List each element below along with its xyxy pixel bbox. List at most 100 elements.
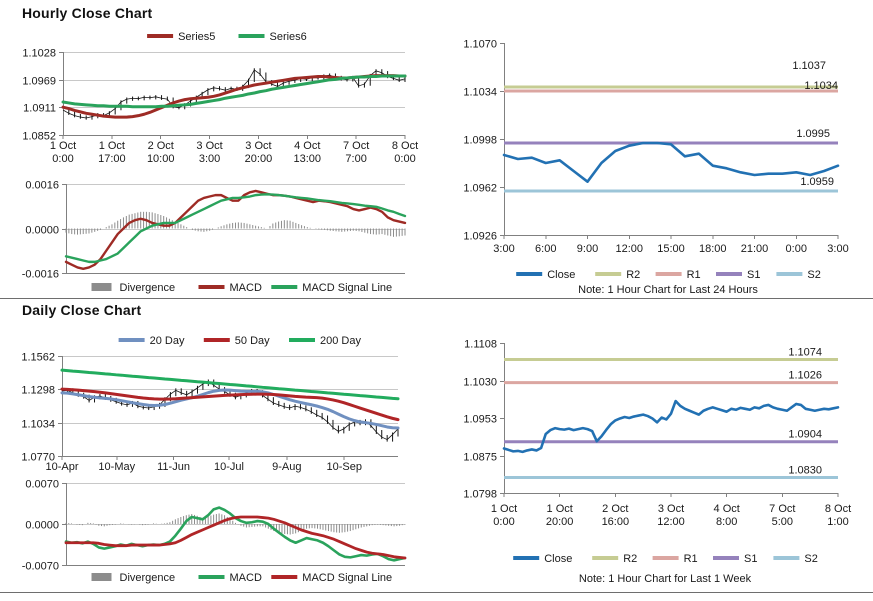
legend-item-r1: R1	[652, 553, 698, 565]
svg-text:1.0911: 1.0911	[23, 103, 56, 115]
series-macd	[64, 189, 407, 271]
svg-text:S1: S1	[747, 269, 760, 281]
svg-text:S1: S1	[744, 553, 757, 565]
svg-text:3:00: 3:00	[827, 243, 848, 255]
pivot-line-s1: 1.0904	[504, 429, 838, 444]
svg-text:7:00: 7:00	[345, 153, 366, 165]
section-divider-bottom	[0, 592, 873, 593]
y-axis: 0.0016 0.0000 -0.0016	[22, 180, 405, 281]
svg-text:MACD: MACD	[230, 572, 262, 584]
series-close	[502, 399, 840, 454]
svg-text:10:00: 10:00	[147, 153, 175, 165]
svg-text:1.0875: 1.0875	[463, 452, 497, 464]
pivot-line-r1: 1.1034	[504, 80, 838, 93]
svg-text:15:00: 15:00	[657, 243, 685, 255]
svg-text:1.0998: 1.0998	[463, 135, 497, 147]
svg-text:3 Oct: 3 Oct	[245, 140, 271, 152]
svg-text:1.0904: 1.0904	[788, 429, 822, 441]
svg-text:1.0798: 1.0798	[463, 489, 497, 501]
svg-text:1 Oct: 1 Oct	[547, 503, 573, 515]
svg-text:9-Aug: 9-Aug	[272, 461, 301, 473]
svg-text:20:00: 20:00	[245, 153, 273, 165]
svg-text:9:00: 9:00	[577, 243, 598, 255]
legend: Series5 Series6	[147, 31, 307, 43]
svg-text:4 Oct: 4 Oct	[714, 503, 740, 515]
svg-text:Note: 1 Hour Chart for Last 1: Note: 1 Hour Chart for Last 1 Week	[579, 573, 752, 585]
svg-text:Note: 1 Hour Chart for Last 24: Note: 1 Hour Chart for Last 24 Hours	[578, 284, 758, 296]
svg-text:-0.0070: -0.0070	[22, 561, 59, 573]
svg-text:1 Oct: 1 Oct	[99, 140, 125, 152]
svg-text:2 Oct: 2 Oct	[148, 140, 174, 152]
legend-item-s2: S2	[773, 553, 818, 565]
legend-item-macd-signal-line: MACD Signal Line	[271, 572, 392, 584]
svg-text:1.1074: 1.1074	[788, 346, 822, 358]
legend-item-200-day: 200 Day	[289, 335, 361, 347]
y-axis: 0.0070 0.0000 -0.0070	[22, 479, 405, 573]
svg-text:1.0852: 1.0852	[22, 131, 56, 143]
hourly-section-title: Hourly Close Chart	[22, 5, 153, 21]
legend-item-close: Close	[513, 553, 572, 565]
series-close	[502, 141, 840, 183]
svg-text:1.1562: 1.1562	[21, 352, 55, 364]
daily-macd-chart: 0.0070 0.0000 -0.0070 Divergence MACD MACD Si…	[22, 479, 407, 584]
legend-item-divergence: Divergence	[91, 282, 176, 294]
svg-text:10-Jul: 10-Jul	[214, 461, 244, 473]
svg-text:Divergence: Divergence	[120, 572, 176, 584]
svg-text:0:00: 0:00	[786, 243, 807, 255]
legend-item-50-day: 50 Day	[203, 335, 270, 347]
svg-text:1.0959: 1.0959	[800, 176, 834, 188]
svg-text:1.0926: 1.0926	[463, 231, 497, 243]
svg-text:0:00: 0:00	[493, 516, 514, 528]
legend-item-20-day: 20 Day	[118, 335, 185, 347]
svg-text:1 Oct: 1 Oct	[491, 503, 517, 515]
svg-text:12:00: 12:00	[657, 516, 685, 528]
svg-text:0:00: 0:00	[394, 153, 415, 165]
svg-text:Series6: Series6	[270, 31, 307, 43]
svg-text:1.0969: 1.0969	[22, 76, 56, 88]
svg-text:MACD Signal Line: MACD Signal Line	[302, 572, 392, 584]
legend-item-divergence: Divergence	[91, 572, 176, 584]
svg-text:10-Apr: 10-Apr	[45, 461, 78, 473]
svg-text:1.1034: 1.1034	[463, 87, 497, 99]
svg-text:17:00: 17:00	[98, 153, 126, 165]
svg-text:Close: Close	[544, 553, 572, 565]
legend-item-macd-signal-line: MACD Signal Line	[271, 282, 392, 294]
svg-text:MACD Signal Line: MACD Signal Line	[302, 282, 392, 294]
svg-text:1.1037: 1.1037	[792, 60, 826, 72]
svg-text:1:00: 1:00	[827, 516, 848, 528]
svg-text:1.0962: 1.0962	[463, 183, 497, 195]
legend-item-r2: R2	[592, 553, 637, 565]
svg-text:2 Oct: 2 Oct	[602, 503, 628, 515]
series-macd	[64, 506, 407, 562]
legend-item-macd: MACD	[198, 572, 262, 584]
legend-item-series6: Series6	[238, 31, 307, 43]
section-divider-top	[0, 298, 873, 299]
x-axis: 3:00 6:00 9:00 12:00 15:00 18:00 21:00 0:00 3:00	[493, 235, 849, 255]
pivot-line-r2: 1.1037	[504, 60, 838, 89]
svg-text:Close: Close	[547, 269, 575, 281]
svg-text:0.0000: 0.0000	[25, 520, 59, 532]
svg-text:3 Oct: 3 Oct	[196, 140, 222, 152]
svg-text:8 Oct: 8 Oct	[825, 503, 851, 515]
svg-text:200 Day: 200 Day	[320, 335, 361, 347]
svg-text:6:00: 6:00	[535, 243, 556, 255]
legend-item-s1: S1	[716, 269, 760, 281]
svg-text:3:00: 3:00	[493, 243, 514, 255]
legend-item-s2: S2	[776, 269, 821, 281]
legend-item-s1: S1	[713, 553, 757, 565]
legend-item-close: Close	[516, 269, 575, 281]
svg-text:4 Oct: 4 Oct	[294, 140, 320, 152]
series-divergence	[65, 211, 406, 237]
svg-text:11-Jun: 11-Jun	[157, 461, 190, 473]
svg-text:MACD: MACD	[230, 282, 262, 294]
legend-item-r1: R1	[655, 269, 701, 281]
svg-text:18:00: 18:00	[699, 243, 727, 255]
pivot-line-s2: 1.0830	[504, 465, 838, 480]
svg-text:10-Sep: 10-Sep	[326, 461, 361, 473]
svg-text:0.0070: 0.0070	[25, 479, 59, 491]
svg-text:Divergence: Divergence	[120, 282, 176, 294]
x-axis: 10-Apr 10-May 11-Jun 10-Jul 9-Aug 10-Sep	[45, 456, 362, 473]
